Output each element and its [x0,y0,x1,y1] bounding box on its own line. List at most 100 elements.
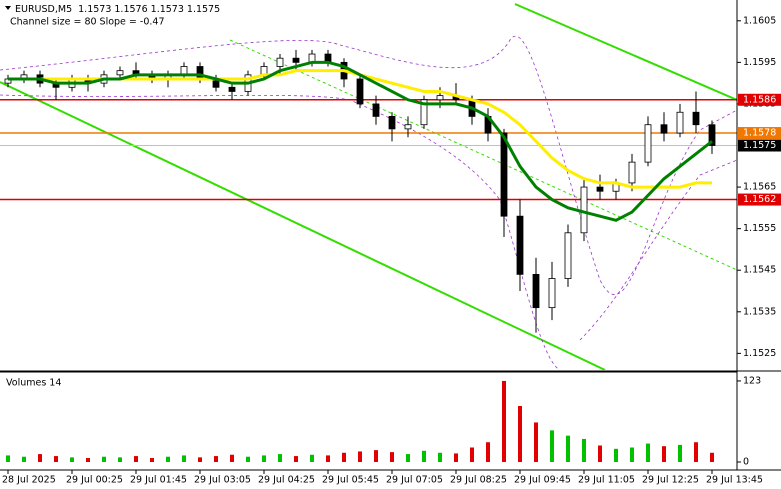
x-tick-label: 29 Jul 04:25 [258,475,315,486]
volume-bar [502,380,506,462]
channel-info: Channel size = 80 Slope = -0.47 [10,17,165,28]
volume-bar [582,438,586,462]
level-label-bg [738,127,781,140]
level-label-bg [738,93,781,106]
candle-body [708,124,716,146]
candle-body [436,95,444,101]
volume-bar [374,450,378,462]
x-tick-label: 29 Jul 00:25 [66,475,123,486]
x-tick-label: 29 Jul 08:25 [450,475,507,486]
y-tick-label: 0 [743,457,749,468]
volume-bar [390,452,394,462]
level-label: 1.1578 [743,128,776,139]
volume-bar [294,456,298,462]
candle-body [388,116,396,130]
volume-bar [406,454,410,462]
candle-body [516,215,524,275]
candle-body [292,57,300,63]
level-label-bg [738,139,781,152]
volume-bar [662,446,666,462]
volume-bar [646,443,650,462]
y-tick-label: 1.1525 [743,348,776,359]
volume-bar [342,452,346,462]
volume-bar [694,442,698,462]
x-tick-label: 29 Jul 07:05 [386,475,443,486]
channel-upper [514,3,737,101]
volume-bar [230,454,234,462]
volume-bar [102,456,106,462]
candle-body [548,278,556,309]
level-label: 1.1575 [743,140,776,151]
symbol: EURUSD,M5 [15,4,72,15]
volume-bar [262,455,266,462]
volume-bar [246,456,250,462]
candle-body [356,78,364,105]
channel-middle [229,39,737,271]
x-tick-label: 29 Jul 13:45 [706,475,763,486]
volume-bar [150,458,154,462]
volume-bar [310,454,314,462]
candle-body [420,99,428,126]
y-tick-label: 1.1535 [743,306,776,317]
x-tick-label: 28 Jul 2025 [2,475,56,486]
y-tick-label: 1.1605 [743,15,776,26]
volume-bar [70,457,74,462]
candle-body [628,161,636,184]
candle-body [196,66,204,80]
volume-bar [630,447,634,462]
menu-marker [5,6,11,10]
volume-bar [678,444,682,462]
volume-bar [598,445,602,462]
channel-lower [0,81,606,370]
volume-bar [454,453,458,462]
candle-body [644,124,652,163]
candle-body [676,111,684,134]
candle-body [532,273,540,309]
candle-body [564,232,572,279]
envelope-upper [0,35,737,295]
volume-bar [614,448,618,462]
x-tick-label: 29 Jul 12:25 [642,475,699,486]
volume-bar [6,455,10,462]
candle-body [228,86,236,92]
candle-body [692,111,700,126]
volume-bar [422,450,426,462]
candle-body [500,132,508,217]
volume-bar [54,456,58,462]
volume-bar [518,405,522,462]
candle-body [660,124,668,134]
volume-bar [214,456,218,462]
channel [0,3,737,370]
volume-bar [566,435,570,462]
ohlc: 1.1573 1.1576 1.1573 1.1575 [78,4,220,15]
volume-bar [278,454,282,462]
volume-bar [182,455,186,462]
volume-bar [534,422,538,462]
volume-bar [86,458,90,462]
y-tick-label: 1.1555 [743,223,776,234]
x-tick-label: 29 Jul 11:05 [578,475,635,486]
volume-bar [550,430,554,462]
volume-bar [486,442,490,462]
volume-bar [710,452,714,462]
envelope-lower [0,94,737,370]
volume-bar [118,457,122,462]
level-label-bg [738,193,781,206]
chart-header: EURUSD,M5 1.1573 1.1576 1.1573 1.1575 [15,4,220,15]
volume-title: Volumes 14 [6,378,61,389]
candle-body [116,70,124,76]
plot [0,49,737,462]
volume-bar [166,456,170,462]
x-tick-label: 29 Jul 09:45 [514,475,571,486]
x-tick-label: 29 Jul 01:45 [130,475,187,486]
candle-body [276,57,284,67]
level-label: 1.1586 [743,94,776,105]
y-tick-label: 1.1565 [743,182,776,193]
y-tick-label: 1.1595 [743,57,776,68]
volume-bar [326,455,330,462]
candle-body [404,124,412,130]
y-tick-label: 1.1545 [743,265,776,276]
x-tick-label: 29 Jul 03:05 [194,475,251,486]
volume-bar [134,456,138,462]
